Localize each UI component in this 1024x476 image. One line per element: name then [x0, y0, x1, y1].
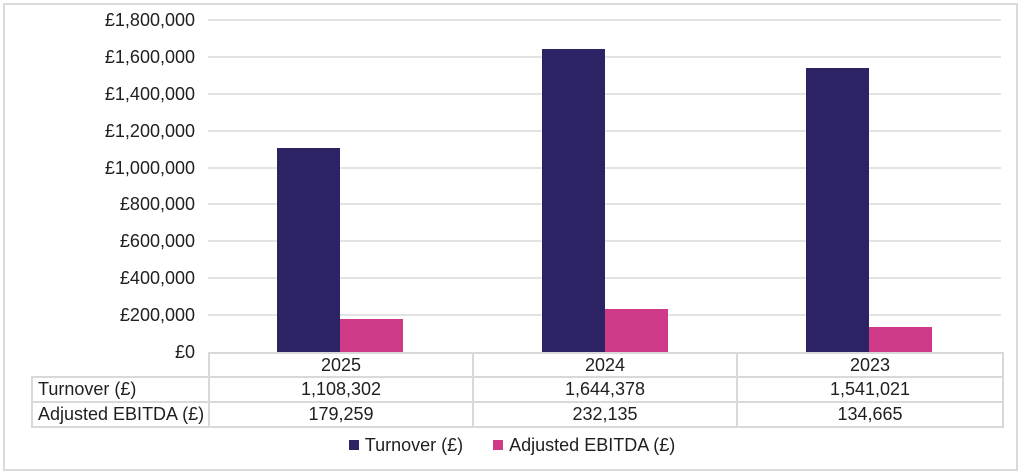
legend-swatch-turnover [348, 440, 359, 450]
gridline [208, 19, 1001, 21]
bar-adjusted-ebitda-2023 [869, 327, 932, 352]
table-cell: 179,259 [208, 401, 474, 428]
bar-adjusted-ebitda-2024 [605, 309, 668, 352]
y-axis-tick-label: £0 [174, 342, 195, 362]
y-axis-tick-label: £600,000 [119, 231, 195, 251]
bar-turnover-2024 [542, 49, 605, 352]
bar-adjusted-ebitda-2025 [340, 319, 403, 352]
table-row-label: Adjusted EBITDA (£) [31, 401, 210, 428]
y-axis-tick-label: £1,200,000 [104, 121, 195, 141]
bar-turnover-2025 [277, 148, 340, 352]
table-cell: 1,108,302 [208, 376, 474, 403]
legend-swatch-adjusted-ebitda [493, 440, 504, 450]
table-year-header: 2024 [472, 352, 738, 378]
table-row-years: 2025 2024 2023 [32, 352, 1004, 378]
table-year-header: 2025 [208, 352, 474, 378]
table-row-adjusted-ebitda: Adjusted EBITDA (£) 179,259 232,135 134,… [31, 401, 1004, 428]
y-axis-tick-label: £1,400,000 [104, 84, 195, 104]
chart-legend: Turnover (£) Adjusted EBITDA (£) [0, 433, 1024, 457]
legend-item-adjusted-ebitda: Adjusted EBITDA (£) [493, 435, 675, 456]
legend-label: Adjusted EBITDA (£) [509, 434, 676, 455]
y-axis-tick-label: £400,000 [119, 268, 195, 288]
table-cell: 134,665 [736, 401, 1004, 428]
table-cell: 232,135 [472, 401, 738, 428]
table-row-turnover: Turnover (£) 1,108,302 1,644,378 1,541,0… [31, 376, 1004, 403]
y-axis-tick-label: £200,000 [119, 305, 195, 325]
legend-label: Turnover (£) [364, 434, 464, 455]
y-axis-tick-label: £1,000,000 [104, 158, 195, 178]
y-axis-tick-label: £1,600,000 [104, 47, 195, 67]
bar-turnover-2023 [806, 68, 869, 352]
y-axis-tick-label: £800,000 [119, 194, 195, 214]
table-year-header: 2023 [736, 352, 1004, 378]
table-cell: 1,644,378 [472, 376, 738, 403]
table-corner-cell [32, 353, 209, 377]
legend-item-turnover: Turnover (£) [348, 434, 464, 456]
y-axis-tick-label: £1,800,000 [104, 10, 195, 30]
table-row-label: Turnover (£) [31, 376, 210, 403]
table-cell: 1,541,021 [736, 376, 1004, 403]
data-table: 2025 2024 2023 Turnover (£) 1,108,302 1,… [31, 352, 1004, 428]
